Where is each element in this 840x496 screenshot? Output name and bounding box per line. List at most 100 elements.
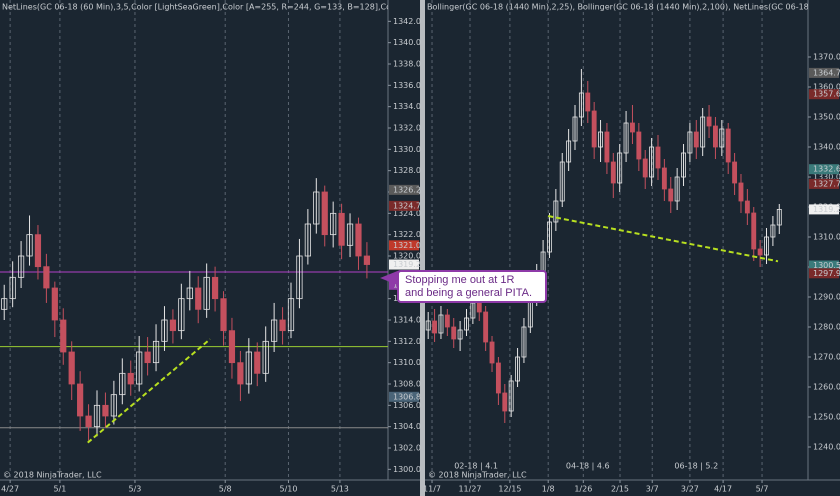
candle-body — [313, 191, 320, 225]
candle-body — [642, 158, 648, 178]
y-tick-label: 1250.0 — [813, 413, 840, 422]
y-tick-label: 1300.0 — [393, 465, 421, 474]
x-tick-label: 5/1 — [53, 485, 66, 494]
axes: 4/27 5/1 5/3 5/8 5/10 5/13 1300.0 1302.0 1304.0 1… — [1, 17, 840, 494]
y-tick-label: 1302.0 — [393, 444, 421, 453]
price-marker — [809, 164, 839, 175]
candle-body — [744, 200, 750, 214]
candle-body — [110, 394, 117, 417]
candle-body — [136, 351, 143, 385]
y-tick-label: 1336.0 — [393, 81, 421, 90]
y-tick-label: 1350.0 — [813, 113, 840, 122]
candle-body — [444, 314, 450, 328]
candle-body — [566, 140, 572, 163]
y-tick-label: 1324.0 — [393, 209, 421, 218]
price-marker-label: 1324.7 — [393, 201, 421, 210]
price-marker — [389, 240, 419, 251]
y-tick-label: 1340.0 — [393, 38, 421, 47]
candle-body — [93, 404, 101, 428]
candle-body — [77, 383, 84, 417]
candle-body — [60, 319, 67, 353]
candle-body — [438, 314, 444, 334]
x-tick-label: 1/26 — [574, 485, 592, 494]
candle-body — [338, 212, 345, 246]
candle-body — [732, 161, 738, 184]
candle-body — [515, 356, 521, 382]
y-tick-label: 1304.0 — [393, 422, 421, 431]
trend-line — [548, 215, 779, 263]
price-marker — [809, 67, 839, 78]
indicator-header: NetLines(GC 06-18 (60 Min),3,5,Color [Li… — [2, 3, 501, 12]
price-marker-label: 1319.2 — [813, 205, 840, 214]
candle-body — [271, 319, 278, 342]
candle-body — [636, 131, 642, 160]
period-label: 06-18 | 5.2 — [674, 462, 718, 471]
y-tick-label: 1338.0 — [393, 60, 421, 69]
x-tick-label: 12/15 — [498, 485, 521, 494]
candle-body — [279, 319, 286, 332]
y-tick-label: 1314.0 — [393, 316, 421, 325]
candle-body — [712, 125, 718, 148]
candle-body — [700, 116, 706, 148]
candle-body — [617, 152, 623, 184]
price-marker-label: 1326.2 — [393, 185, 421, 194]
candle-body — [687, 131, 693, 154]
y-tick-label: 1334.0 — [393, 102, 421, 111]
candle-body — [559, 161, 565, 202]
candle-body — [610, 161, 616, 184]
price-marker-label: 1306.8 — [393, 392, 421, 401]
candle-body — [649, 146, 655, 178]
candle-body — [451, 326, 457, 340]
indicator-header: Bollinger(GC 06-18 (1440 Min),2,25), Bol… — [427, 3, 840, 12]
candle-body — [489, 341, 495, 364]
candle-body — [85, 415, 92, 428]
price-marker — [389, 259, 419, 270]
callout-text: Stopping me out at 1R — [405, 274, 515, 286]
price-marker — [389, 391, 419, 402]
y-tick-label: 1240.0 — [813, 443, 840, 452]
y-tick-label: 1332.0 — [393, 124, 421, 133]
candle-body — [43, 266, 50, 289]
panel-divider — [420, 0, 425, 496]
candle-body — [9, 276, 16, 300]
price-marker-label: 1319.2 — [393, 260, 421, 269]
candle-body — [262, 340, 269, 374]
candle-body — [578, 92, 584, 118]
candle-body — [17, 255, 25, 278]
candle-body — [245, 351, 252, 385]
candle-body — [591, 110, 597, 148]
x-tick-label: 5/13 — [331, 485, 349, 494]
x-tick-label: 5/3 — [129, 485, 142, 494]
price-marker — [389, 200, 419, 211]
x-tick-label: 11/27 — [458, 485, 481, 494]
x-tick-label: 3/7 — [646, 485, 659, 494]
candle-body — [751, 212, 757, 250]
candle-body — [476, 302, 482, 313]
price-marker — [809, 268, 839, 279]
candle-body — [457, 329, 463, 340]
candle-body — [464, 317, 469, 331]
candle-body — [127, 372, 134, 385]
candle-body — [764, 236, 769, 256]
x-tick-label: 5/8 — [219, 485, 232, 494]
candle-body — [119, 372, 126, 396]
y-tick-label: 1342.0 — [393, 17, 421, 26]
candle-body — [144, 351, 151, 364]
candle-body — [169, 319, 177, 332]
candle-body — [254, 351, 261, 374]
y-tick-label: 1340.0 — [813, 143, 840, 152]
price-marker-label: 1357.6 — [813, 90, 840, 99]
candle-body — [321, 191, 328, 236]
x-tick-label: 1/8 — [542, 485, 555, 494]
x-tick-label: 2/15 — [611, 485, 629, 494]
y-tick-label: 1370.0 — [813, 53, 840, 62]
candle-body — [521, 326, 527, 358]
candle-body — [152, 340, 160, 364]
x-tick-label: 4/17 — [714, 485, 732, 494]
y-tick-label: 1310.0 — [813, 233, 840, 242]
candle-body — [553, 200, 559, 223]
candle-body — [630, 122, 635, 133]
price-marker-label: 1297.9 — [813, 269, 840, 278]
x-tick-label: 5/10 — [279, 485, 297, 494]
